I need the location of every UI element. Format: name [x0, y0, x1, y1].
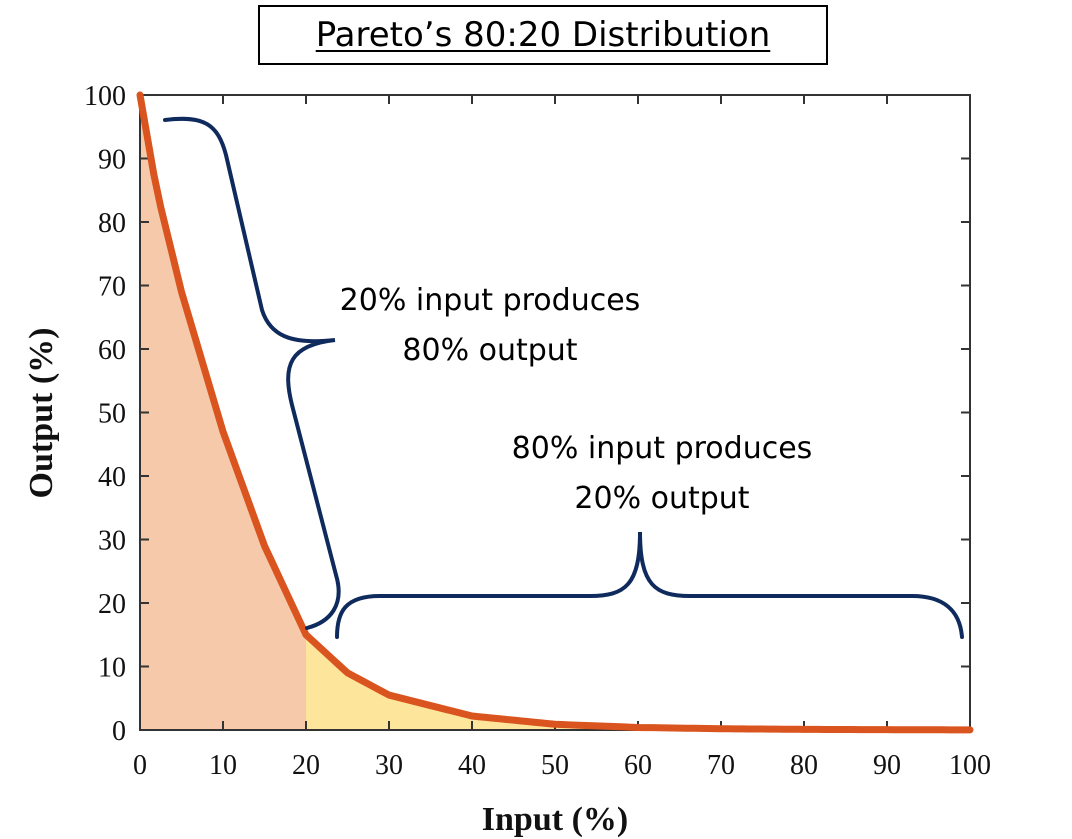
y-tick-label: 40: [98, 462, 126, 493]
brace-head-region: [163, 116, 341, 630]
y-tick-label: 70: [98, 272, 126, 303]
y-tick-label: 10: [98, 653, 126, 684]
y-tick-label: 30: [98, 526, 126, 557]
y-tick-label: 80: [98, 208, 126, 239]
annotation-tail-line1: 80% input produces: [512, 431, 813, 466]
y-tick-label: 50: [98, 399, 126, 430]
y-tick-label: 20: [98, 589, 126, 620]
y-tick-label: 0: [112, 716, 126, 747]
x-tick-label: 90: [873, 750, 901, 781]
pareto-curve: [136, 91, 974, 734]
x-tick-label: 100: [949, 750, 991, 781]
annotation-head-line2: 80% output: [402, 333, 577, 368]
x-tick-label: 40: [458, 750, 486, 781]
x-tick-label: 60: [624, 750, 652, 781]
x-axis-title: Input (%): [482, 801, 628, 838]
brace-tail-region: [335, 531, 964, 639]
x-tick-label: 70: [707, 750, 735, 781]
shaded-region-1: [306, 634, 638, 730]
x-tick-label: 80: [790, 750, 818, 781]
y-tick-label: 100: [84, 81, 126, 112]
shaded-regions: [140, 95, 638, 730]
x-tick-label: 30: [375, 750, 403, 781]
x-tick-label: 20: [292, 750, 320, 781]
shaded-region-0: [140, 95, 306, 730]
x-tick-label: 10: [209, 750, 237, 781]
x-tick-label: 0: [133, 750, 147, 781]
y-tick-label: 90: [98, 145, 126, 176]
tick-labels: 0 10 20 30 40 50 60 70 80 90 100 0 10 20 30 40 50 60 70 80 9…: [84, 81, 991, 781]
chart-title: Pareto’s 80:20 Distribution: [315, 15, 771, 55]
annotation-head-line1: 20% input produces: [340, 283, 641, 318]
chart-title-box: Pareto’s 80:20 Distribution: [258, 5, 828, 65]
annotation-tail-line2: 20% output: [574, 481, 749, 516]
y-tick-label: 60: [98, 335, 126, 366]
x-tick-label: 50: [541, 750, 569, 781]
y-axis-title: Output (%): [23, 328, 60, 499]
